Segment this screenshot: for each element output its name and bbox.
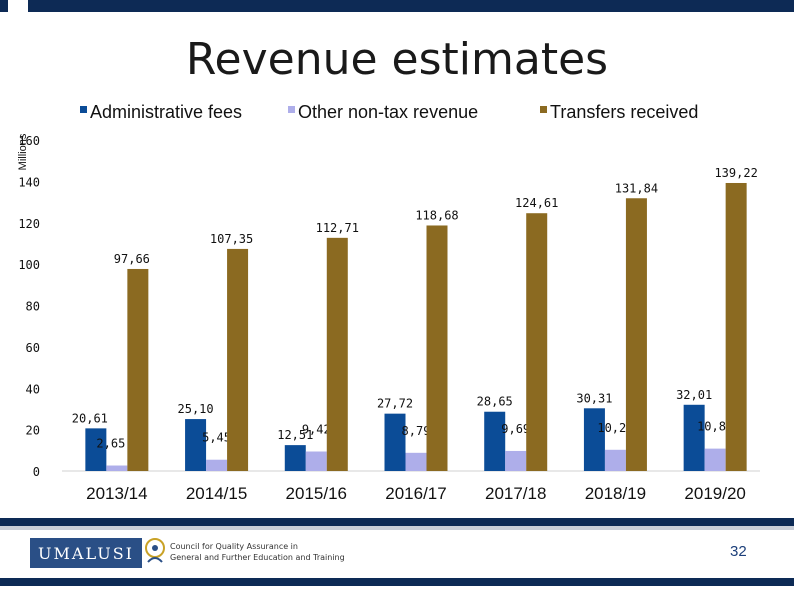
bar-1 — [305, 451, 327, 471]
bar-1 — [704, 448, 726, 471]
slide-title: Revenue estimates — [185, 34, 609, 85]
legend-swatch — [540, 106, 547, 113]
data-label: 32,01 — [676, 388, 712, 402]
data-label: 12,51 — [277, 428, 313, 442]
bar-2 — [725, 182, 747, 471]
y-tick-label: 20 — [26, 424, 40, 438]
data-label: 139,22 — [714, 166, 757, 180]
organisation-name: Council for Quality Assurance in General… — [170, 541, 345, 563]
y-tick-label: 0 — [33, 465, 40, 479]
bar-0 — [583, 408, 605, 471]
data-label: 28,65 — [477, 395, 513, 409]
organisation-name-line1: Council for Quality Assurance in — [170, 542, 298, 551]
x-tick-label: 2017/18 — [485, 484, 546, 503]
data-label: 20,61 — [72, 411, 108, 425]
bar-2 — [625, 198, 647, 472]
bar-0 — [185, 419, 207, 471]
page-number: 32 — [730, 543, 747, 560]
bar-2 — [526, 213, 548, 471]
bar-1 — [505, 450, 527, 471]
x-tick-label: 2019/20 — [684, 484, 745, 503]
y-tick-label: 100 — [18, 258, 40, 272]
bar-2 — [426, 225, 448, 471]
legend-label: Transfers received — [550, 102, 698, 122]
y-tick-label: 140 — [18, 175, 40, 189]
x-tick-label: 2015/16 — [286, 484, 347, 503]
data-label: 10,25 — [597, 421, 633, 435]
data-label: 9,69 — [501, 422, 530, 436]
footer-divider — [0, 526, 794, 530]
data-label: 25,10 — [178, 402, 214, 416]
data-label: 97,66 — [114, 252, 150, 266]
x-tick-label: 2014/15 — [186, 484, 247, 503]
y-tick-label: 80 — [26, 300, 40, 314]
umalusi-logo: UMALUSI — [30, 538, 142, 568]
umalusi-emblem-icon — [145, 538, 165, 563]
legend-label: Other non-tax revenue — [298, 102, 478, 122]
x-tick-label: 2018/19 — [585, 484, 646, 503]
data-label: 131,84 — [615, 181, 658, 195]
bar-1 — [604, 449, 626, 471]
bar-2 — [227, 248, 249, 471]
top-header-accent — [8, 0, 28, 12]
legend-swatch — [288, 106, 295, 113]
footer-band-top — [0, 518, 794, 526]
x-tick-label: 2013/14 — [86, 484, 147, 503]
bar-1 — [405, 452, 427, 471]
legend-swatch — [80, 106, 87, 113]
x-tick-label: 2016/17 — [385, 484, 446, 503]
organisation-name-line2: General and Further Education and Traini… — [170, 553, 345, 562]
bar-2 — [127, 268, 149, 471]
footer-band-bottom — [0, 578, 794, 586]
data-label: 10,82 — [697, 420, 733, 434]
legend-label: Administrative fees — [90, 102, 242, 122]
bar-0 — [484, 411, 506, 471]
bar-2 — [326, 237, 348, 471]
y-tick-label: 120 — [18, 217, 40, 231]
bar-0 — [384, 413, 406, 471]
data-label: 112,71 — [316, 221, 359, 235]
top-header-band — [0, 0, 794, 12]
data-label: 30,31 — [576, 391, 612, 405]
data-label: 107,35 — [210, 232, 253, 246]
data-label: 2,65 — [96, 437, 125, 451]
data-label: 27,72 — [377, 397, 413, 411]
y-tick-label: 40 — [26, 382, 40, 396]
bar-1 — [206, 459, 228, 471]
data-label: 118,68 — [415, 208, 458, 222]
y-tick-label: 60 — [26, 341, 40, 355]
data-label: 124,61 — [515, 196, 558, 210]
y-tick-label: 160 — [18, 134, 40, 148]
data-label: 9,42 — [302, 423, 331, 437]
bar-0 — [683, 404, 705, 471]
bar-1 — [106, 465, 128, 471]
bar-0 — [284, 445, 306, 471]
y-axis-title: Millions — [17, 133, 29, 170]
bar-0 — [85, 428, 107, 471]
data-label: 8,79 — [402, 424, 431, 438]
revenue-bar-chart: Millions 0 20 40 60 80 100 120 140 160 Administrat… — [17, 102, 760, 503]
data-label: 5,45 — [202, 431, 231, 445]
